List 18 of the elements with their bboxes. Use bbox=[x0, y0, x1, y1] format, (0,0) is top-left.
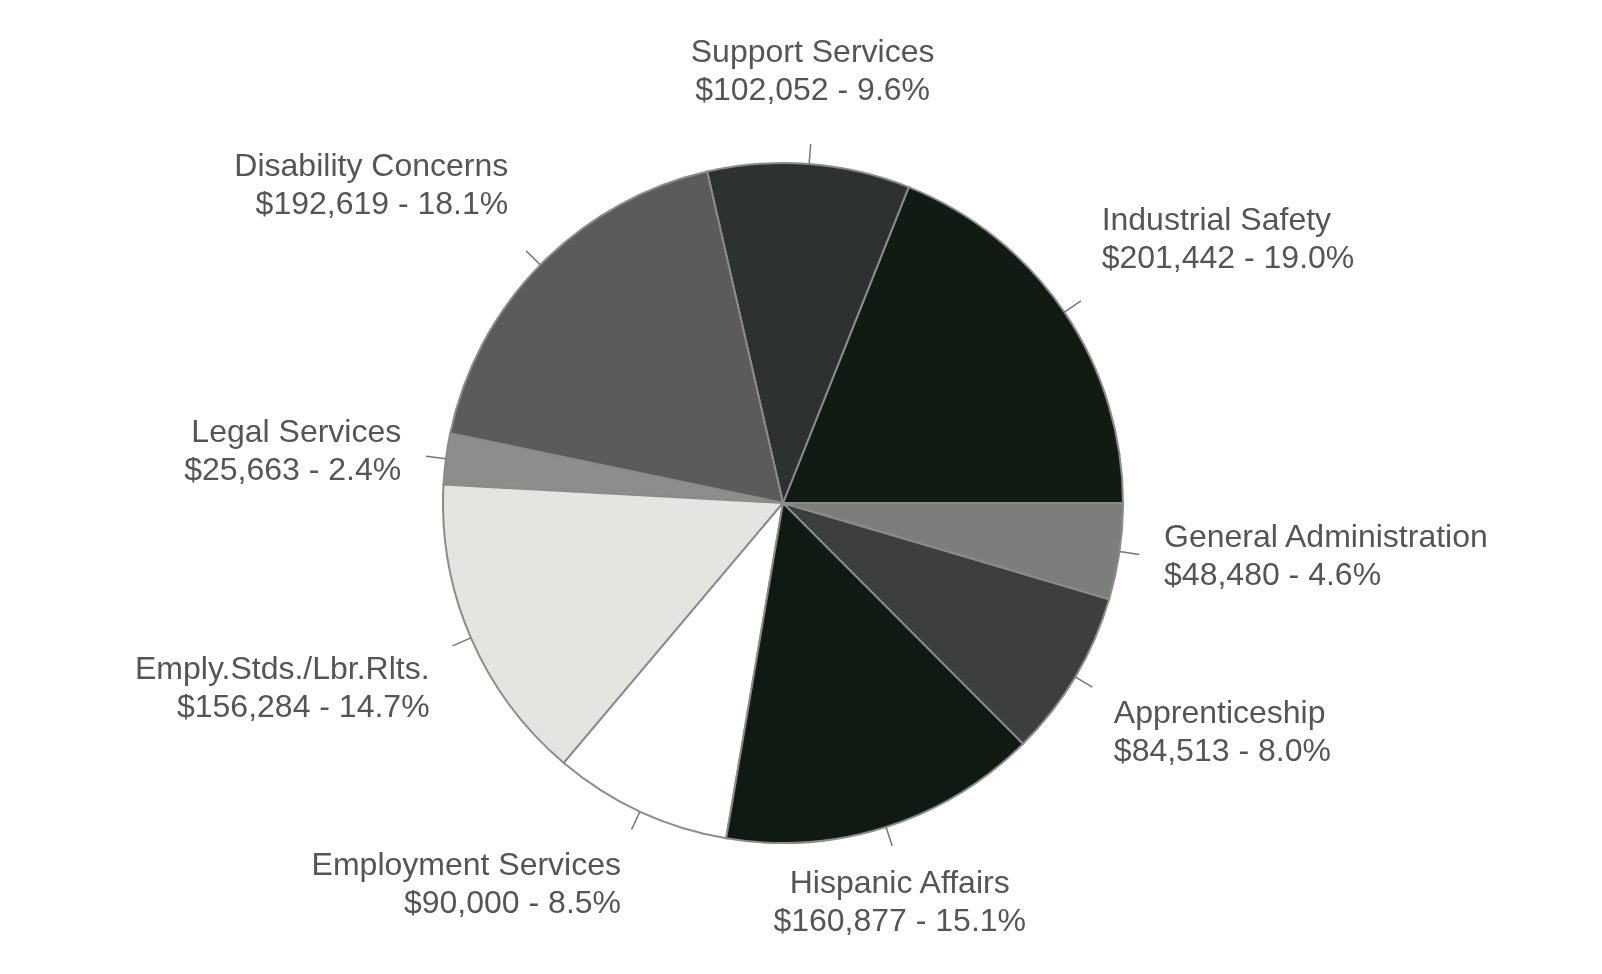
slice-label: Support Services bbox=[690, 33, 935, 70]
data-label: $160,877 - 15.1% bbox=[773, 901, 1027, 938]
slice-label: Disability Concerns bbox=[234, 147, 509, 184]
data-label: $90,000 - 8.5% bbox=[403, 884, 622, 921]
data-label: $192,619 - 18.1% bbox=[255, 185, 509, 222]
data-label: $102,052 - 9.6% bbox=[695, 71, 931, 108]
data-label: $25,663 - 2.4% bbox=[184, 450, 402, 487]
slice-label: Employment Services bbox=[311, 846, 622, 883]
slice-label: Apprenticeship bbox=[1113, 693, 1326, 730]
slice-label: Industrial Safety bbox=[1101, 200, 1332, 237]
data-label: $84,513 - 8.0% bbox=[1113, 731, 1331, 768]
data-label: $48,480 - 4.6% bbox=[1164, 555, 1382, 592]
slice-label: Emply.Stds./Lbr.Rlts. bbox=[134, 649, 430, 686]
slice-label: General Administration bbox=[1164, 517, 1488, 554]
slice-label: Legal Services bbox=[191, 412, 402, 449]
data-label: $156,284 - 14.7% bbox=[176, 687, 430, 724]
slice-label: Hispanic Affairs bbox=[789, 863, 1010, 900]
data-label: $201,442 - 19.0% bbox=[1101, 238, 1355, 275]
